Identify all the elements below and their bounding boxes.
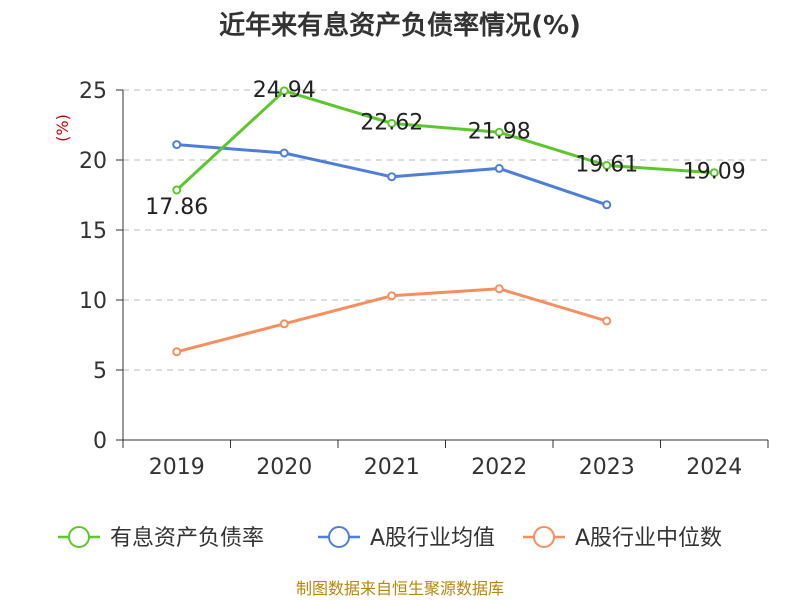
data-label: 22.62: [360, 110, 423, 135]
data-point-s3: [279, 319, 289, 329]
x-tick-label: 2019: [149, 455, 205, 480]
data-label: 24.94: [253, 78, 316, 103]
series-line-1: [175, 89, 715, 192]
data-point-s3: [172, 347, 182, 357]
legend-marker-3: [533, 526, 555, 548]
data-point-s2: [494, 163, 504, 173]
y-axis-label: (%): [53, 114, 72, 142]
data-point-s1: [602, 160, 612, 170]
data-point-s2: [387, 172, 397, 182]
data-point-s2: [279, 148, 289, 158]
legend: 有息资产负债率 A股行业均值 A股行业中位数: [58, 526, 722, 551]
legend-label-3: A股行业中位数: [575, 526, 722, 551]
source-note: 制图数据来自恒生聚源数据库: [296, 579, 504, 598]
data-point-s1: [387, 118, 397, 128]
x-tick-label: 2020: [256, 455, 312, 480]
x-tick-label: 2023: [579, 455, 635, 480]
legend-label-2: A股行业均值: [370, 526, 495, 551]
data-label: 17.86: [145, 195, 208, 220]
data-point-s1: [494, 127, 504, 137]
data-point-s1: [172, 185, 182, 195]
data-point-s2: [602, 200, 612, 210]
data-point-s3: [602, 316, 612, 326]
y-tick-label: 10: [79, 289, 107, 314]
data-point-s2: [172, 140, 182, 150]
x-tick-label: 2024: [686, 455, 742, 480]
data-labels: 17.86 24.94 22.62 21.98 19.61 19.09: [145, 78, 745, 220]
data-label: 19.09: [683, 160, 746, 185]
data-point-s1: [709, 168, 719, 178]
data-label: 19.61: [575, 152, 638, 177]
data-label: 21.98: [468, 119, 531, 144]
series-layer: [172, 86, 719, 357]
legend-marker-2: [328, 526, 350, 548]
legend-marker-1: [68, 526, 90, 548]
gridlines: [123, 89, 768, 371]
data-point-s1: [279, 86, 289, 96]
chart-title: 近年来有息资产负债率情况(%): [219, 10, 581, 41]
data-point-s3: [387, 291, 397, 301]
y-tick-label: 0: [93, 429, 107, 454]
axes: 0 5 10 15 20 25 2019 2020 2021 2022 2023 2024: [79, 79, 769, 480]
legend-label-1: 有息资产负债率: [110, 526, 264, 551]
x-tick-label: 2021: [364, 455, 420, 480]
y-tick-label: 5: [93, 359, 107, 384]
y-tick-label: 20: [79, 149, 107, 174]
x-tick-label: 2022: [471, 455, 527, 480]
y-tick-label: 15: [79, 219, 107, 244]
data-point-s3: [494, 284, 504, 294]
y-tick-label: 25: [79, 79, 107, 104]
